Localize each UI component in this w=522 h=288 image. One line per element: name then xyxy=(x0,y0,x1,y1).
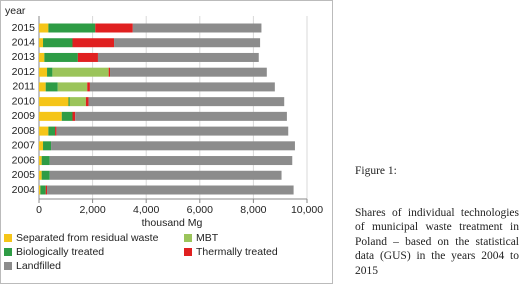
legend-swatch xyxy=(184,234,192,242)
bar-segment xyxy=(61,111,73,121)
y-tick-label: 2015 xyxy=(12,22,36,34)
bar-segment xyxy=(88,97,285,107)
bar-segment xyxy=(77,52,98,62)
legend-swatch xyxy=(4,248,12,256)
bar-segment xyxy=(72,38,115,48)
y-axis-label: year xyxy=(5,5,26,17)
bar-segment xyxy=(52,67,109,77)
bar-segment xyxy=(110,67,267,77)
y-tick-label: 2005 xyxy=(12,169,36,181)
bar-segment xyxy=(57,82,88,92)
bar-segment xyxy=(39,141,44,151)
bar-segment xyxy=(39,82,46,92)
chart: year thousand Mg 0 2,000 4,000 6,000 8,000 10… xyxy=(0,0,333,284)
bar-segment xyxy=(55,126,57,136)
bar-segment xyxy=(51,141,295,151)
y-tick-label: 2011 xyxy=(12,81,35,93)
bar-segment xyxy=(43,141,52,151)
bar-segment xyxy=(95,23,133,33)
bar-segment xyxy=(41,156,50,166)
x-tick-label: 10,000 xyxy=(291,204,323,216)
y-tick-label: 2008 xyxy=(12,125,36,137)
bar-segment xyxy=(75,111,287,121)
y-tick-label: 2009 xyxy=(12,110,36,122)
bar-segment xyxy=(44,52,78,62)
bar-segment xyxy=(89,82,275,92)
legend-label: Landfilled xyxy=(16,260,61,272)
bar-segment xyxy=(49,156,293,166)
chart-frame xyxy=(0,0,333,284)
bar-segment xyxy=(41,170,50,180)
bar-segment xyxy=(85,97,89,107)
y-tick-label: 2010 xyxy=(12,95,36,107)
legend-swatch xyxy=(4,234,12,242)
x-tick-label: 8,000 xyxy=(240,204,266,216)
bar-segment xyxy=(132,23,262,33)
y-tick-label: 2004 xyxy=(12,184,36,196)
legend-label: Separated from residual waste xyxy=(16,232,159,244)
bar-segment xyxy=(114,38,261,48)
bar-segment xyxy=(39,185,41,195)
bar-segment xyxy=(43,38,73,48)
bar-segment xyxy=(48,23,96,33)
bar-segment xyxy=(39,52,45,62)
bar-segment xyxy=(56,126,289,136)
bar-segment xyxy=(45,82,58,92)
x-tick-label: 2,000 xyxy=(79,204,105,216)
bar-segment xyxy=(39,23,49,33)
bar-segment xyxy=(72,111,76,121)
bar-segment xyxy=(87,82,90,92)
bar-segment xyxy=(68,97,70,107)
bar-segment xyxy=(108,67,111,77)
legend-swatch xyxy=(184,248,192,256)
legend-label: Thermally treated xyxy=(196,246,278,258)
bar-segment xyxy=(48,126,56,136)
figure-caption: Shares of individual technologies of mun… xyxy=(355,207,519,277)
bar-segment xyxy=(39,170,42,180)
legend-swatch xyxy=(4,262,12,270)
bar-segment xyxy=(45,185,48,195)
y-tick-label: 2013 xyxy=(12,51,36,63)
x-tick-label: 4,000 xyxy=(133,204,159,216)
figure-label: Figure 1: xyxy=(355,165,397,177)
bar-segment xyxy=(39,111,62,121)
bar-segment xyxy=(39,38,44,48)
bar-segment xyxy=(39,67,48,77)
bar-segment xyxy=(69,97,86,107)
bar-segment xyxy=(40,185,46,195)
bar-segment xyxy=(47,185,294,195)
x-tick-label: 0 xyxy=(36,204,42,216)
bar-segment xyxy=(97,52,259,62)
bar-segment xyxy=(49,170,282,180)
x-tick-label: 6,000 xyxy=(187,204,213,216)
y-tick-label: 2006 xyxy=(12,154,36,166)
y-tick-label: 2007 xyxy=(12,140,36,152)
x-axis-label: thousand Mg xyxy=(142,217,203,229)
bar-segment xyxy=(39,126,49,136)
y-tick-label: 2012 xyxy=(12,66,36,78)
legend-label: MBT xyxy=(196,232,219,244)
y-tick-label: 2014 xyxy=(12,37,36,49)
legend-label: Biologically treated xyxy=(16,246,104,258)
bar-segment xyxy=(39,97,69,107)
bar-segment xyxy=(47,67,53,77)
bar-segment xyxy=(39,156,42,166)
